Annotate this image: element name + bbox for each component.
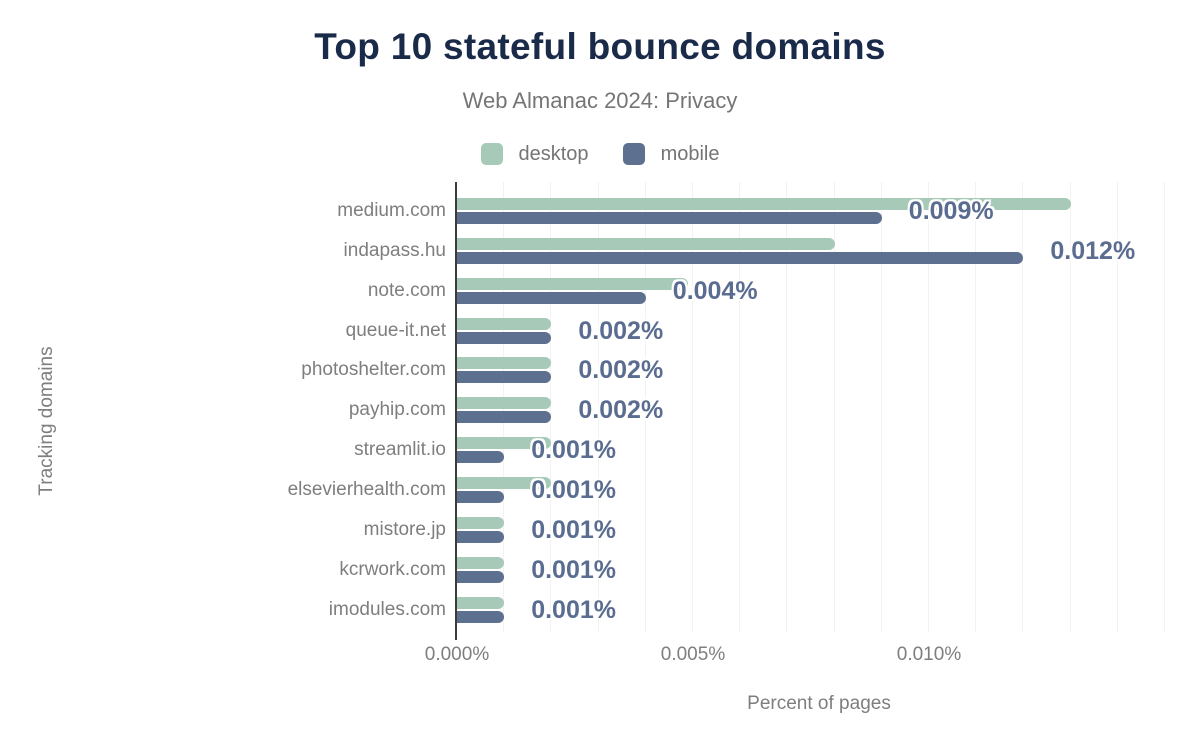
value-label: 0.004% [672, 276, 758, 305]
desktop-bar [457, 516, 505, 529]
domain-label: note.com [367, 279, 446, 301]
y-axis-line [455, 182, 457, 632]
desktop-bar [457, 237, 835, 250]
mobile-bar [457, 291, 646, 304]
legend-label-mobile: mobile [660, 142, 720, 165]
gridline [975, 182, 977, 632]
zero-tick-mark [455, 632, 457, 640]
x-axis-title: Percent of pages [747, 693, 891, 714]
gridline [786, 182, 788, 632]
gridline [1116, 182, 1118, 632]
desktop-bar [457, 476, 552, 489]
y-axis-labels: medium.com indapass.hu note.com queue-it.ne… [0, 182, 446, 632]
value-label: 0.002% [578, 316, 664, 345]
gridline [550, 182, 552, 632]
mobile-bar [457, 490, 505, 503]
mobile-bar [457, 451, 505, 464]
domain-label: medium.com [337, 200, 446, 221]
desktop-bar [457, 437, 552, 450]
gridline [880, 182, 882, 632]
gridline [692, 182, 693, 632]
value-label: 0.001% [531, 515, 616, 544]
mobile-bar [457, 411, 552, 424]
domain-label: photoshelter.com [301, 359, 446, 381]
domain-label: queue-it.net [345, 319, 446, 341]
domain-label: indapass.hu [343, 239, 446, 261]
value-label: 0.012% [1050, 236, 1136, 265]
value-label: 0.002% [578, 356, 664, 385]
domain-label: elsevierhealth.com [287, 478, 446, 500]
desktop-bar [457, 397, 552, 410]
value-label: 0.001% [531, 555, 616, 584]
legend-label-desktop: desktop [518, 142, 589, 165]
gridline [928, 182, 929, 632]
gridline [644, 182, 646, 632]
desktop-bar [457, 317, 552, 330]
x-tick-label: 0.010% [896, 644, 962, 665]
chart-subtitle: Web Almanac 2024: Privacy [462, 88, 738, 113]
desktop-swatch-icon [480, 143, 503, 165]
mobile-bar [457, 331, 552, 344]
desktop-bar [457, 277, 689, 290]
desktop-bar [457, 357, 552, 370]
mobile-bar [457, 530, 505, 543]
gridline [1069, 182, 1071, 632]
x-tick-label: 0.005% [660, 644, 726, 665]
domain-label: imodules.com [328, 598, 446, 620]
gridline [833, 182, 835, 632]
mobile-bar [457, 212, 882, 224]
desktop-bar [457, 556, 505, 569]
mobile-swatch-icon [622, 143, 645, 165]
legend-item-desktop[interactable]: desktop [480, 142, 589, 166]
value-label: 0.001% [531, 475, 616, 504]
value-label: 0.001% [531, 595, 616, 624]
gridline [739, 182, 741, 632]
value-label: 0.001% [531, 436, 616, 465]
domain-label: kcrwork.com [339, 558, 446, 580]
plot-area: 0.009% 0.012% 0.004% 0.002% 0.002% 0.002% 0.00… [455, 182, 1181, 640]
domain-label: mistore.jp [363, 518, 446, 540]
mobile-bar [457, 251, 1024, 264]
mobile-bar [457, 371, 552, 384]
domain-label: streamlit.io [354, 439, 446, 461]
legend: desktop mobile [0, 141, 1200, 167]
gridline [597, 182, 599, 632]
desktop-bar [457, 198, 1071, 210]
chart-title: Top 10 stateful bounce domains [314, 26, 886, 67]
x-axis-tick-labels: 0.000% 0.005% 0.010% [425, 644, 1181, 668]
value-label: 0.002% [578, 396, 664, 425]
gridline [1022, 182, 1024, 632]
mobile-bar [457, 570, 505, 583]
x-tick-label: 0.000% [424, 644, 490, 665]
legend-item-mobile[interactable]: mobile [622, 142, 720, 166]
value-label: 0.009% [908, 197, 994, 225]
desktop-bar [457, 596, 505, 609]
mobile-bar [457, 610, 505, 623]
domain-label: payhip.com [348, 399, 446, 421]
gridline [1164, 182, 1165, 632]
